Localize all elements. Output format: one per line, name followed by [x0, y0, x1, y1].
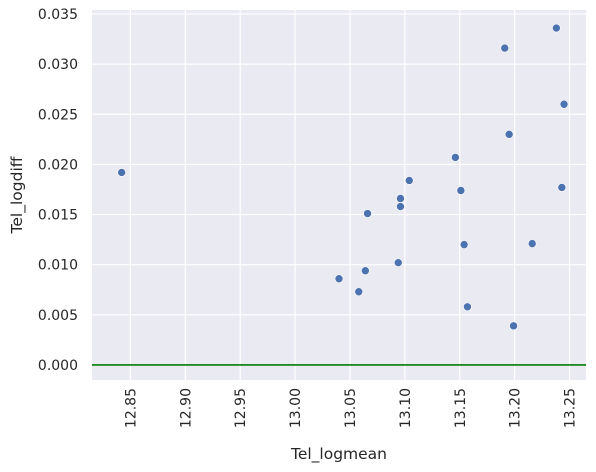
data-point: [396, 194, 405, 203]
plot-background: [92, 10, 586, 380]
data-point: [363, 209, 372, 218]
x-tick-label: 13.00: [288, 388, 304, 428]
data-point: [361, 266, 370, 276]
x-tick-label: 13.25: [563, 388, 579, 428]
y-tick-label: 0.000: [38, 358, 78, 374]
data-point: [527, 239, 537, 248]
data-points: [117, 23, 569, 331]
y-tick-label: 0.035: [38, 7, 78, 23]
x-tick-label: 12.90: [178, 388, 194, 428]
data-point: [451, 153, 460, 162]
data-point: [456, 186, 466, 195]
y-tick-labels: 0.000 0.005 0.010 0.015 0.020 0.025 0.030 0.035: [38, 7, 78, 374]
data-point: [500, 43, 510, 53]
data-point: [117, 168, 126, 177]
y-tick-label: 0.030: [38, 57, 78, 73]
y-tick-label: 0.010: [38, 258, 78, 274]
data-point: [463, 302, 472, 312]
x-tick-label: 13.05: [343, 388, 359, 428]
y-tick-label: 0.015: [38, 208, 78, 224]
x-tick-label: 12.85: [123, 388, 139, 428]
data-point: [552, 23, 561, 33]
y-tick-label: 0.005: [38, 308, 78, 324]
y-axis-label: Tel_logdiff: [8, 156, 27, 234]
y-tick-label: 0.020: [38, 157, 78, 173]
data-point: [334, 274, 344, 284]
data-point: [396, 202, 405, 211]
data-point: [354, 287, 364, 297]
x-tick-label: 12.95: [233, 388, 249, 428]
x-tick-label: 13.10: [398, 388, 414, 428]
data-point: [559, 99, 569, 109]
data-point: [504, 130, 514, 139]
x-tick-label: 13.20: [508, 388, 524, 428]
x-axis-label: Tel_logmean: [290, 445, 387, 464]
data-point: [557, 183, 567, 192]
x-tick-label: 13.15: [453, 388, 469, 428]
y-tick-label: 0.025: [38, 107, 78, 123]
x-tick-labels: 12.85 12.90 12.95 13.00 13.05 13.10 13.15 13.20…: [123, 388, 578, 428]
data-point: [459, 240, 469, 249]
data-point: [509, 321, 518, 331]
data-point: [393, 258, 403, 267]
data-point: [404, 176, 414, 185]
